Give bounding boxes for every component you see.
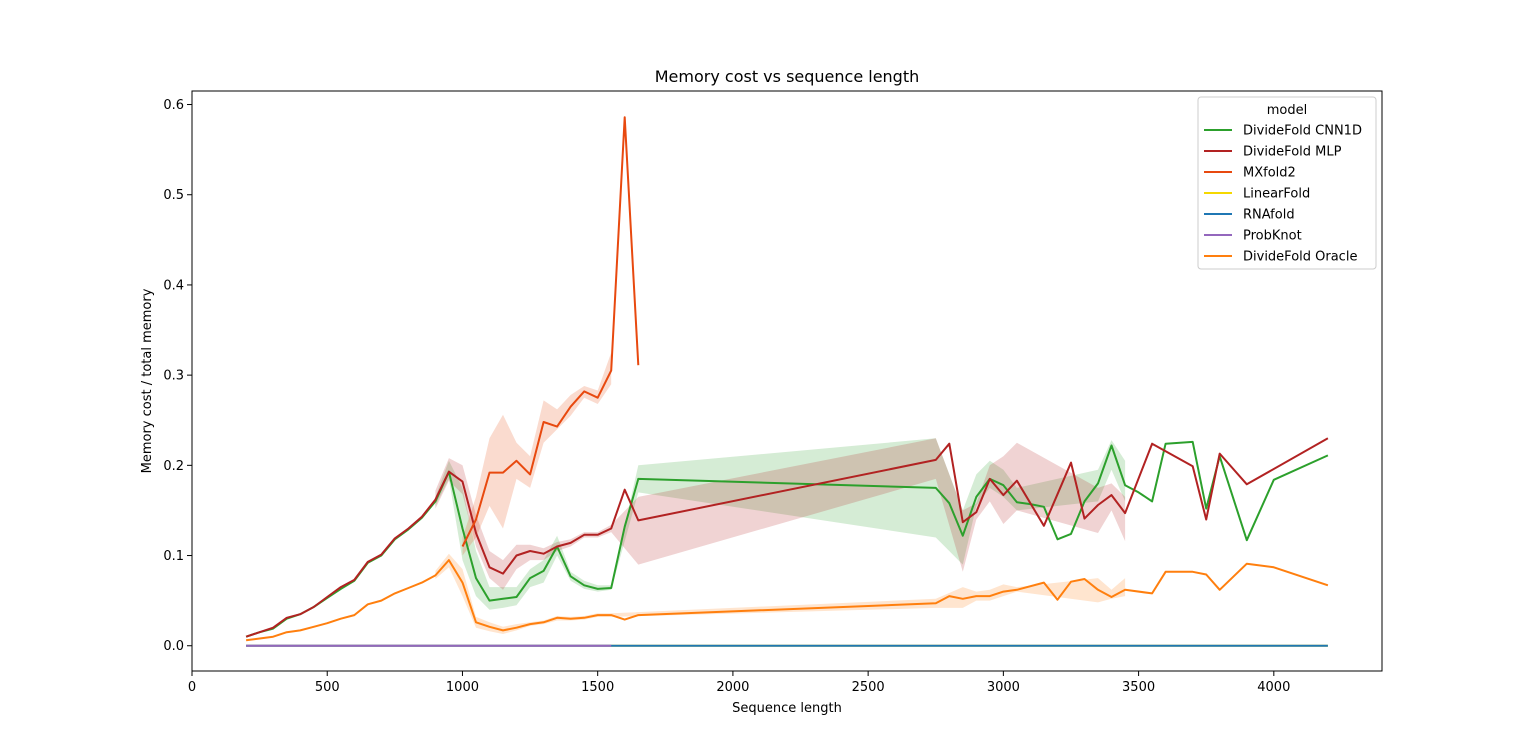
plot-frame: [191, 90, 1383, 672]
x-tick-label: 3500: [1122, 680, 1155, 695]
confidence-bands: [435, 352, 1126, 634]
x-tick-label: 500: [315, 680, 340, 695]
legend-label-dividefold-mlp: DivideFold MLP: [1243, 145, 1342, 160]
x-tick-label: 3000: [987, 680, 1020, 695]
y-tick-label: 0.2: [163, 459, 184, 474]
x-axis-label: Sequence length: [732, 701, 842, 716]
y-tick-label: 0.5: [163, 188, 184, 203]
series-lines: [245, 116, 1329, 647]
legend-label-probknot: ProbKnot: [1243, 229, 1302, 244]
x-axis-ticks: 0 500 1000 1500 2000 2500 3000 3500 4000: [188, 671, 1290, 695]
x-tick-label: 1000: [446, 680, 479, 695]
legend-label-mxfold2: MXfold2: [1243, 166, 1296, 181]
legend-label-linearfold: LinearFold: [1243, 187, 1310, 202]
y-axis-ticks: 0.0 0.1 0.2 0.3 0.4 0.5 0.6: [163, 98, 192, 654]
x-tick-label: 2000: [716, 680, 749, 695]
legend-title: model: [1267, 103, 1307, 118]
y-tick-label: 0.6: [163, 98, 184, 113]
y-axis-label: Memory cost / total memory: [140, 288, 155, 473]
y-tick-label: 0.1: [163, 549, 184, 564]
x-tick-label: 1500: [581, 680, 614, 695]
series-line-mxfold2: [461, 116, 640, 547]
legend-label-dividefold-cnn1d: DivideFold CNN1D: [1243, 124, 1362, 139]
legend-label-rnafold: RNAfold: [1243, 208, 1295, 223]
y-tick-label: 0.4: [163, 278, 184, 293]
series-line-dividefold-oracle: [245, 559, 1329, 642]
x-tick-label: 4000: [1257, 680, 1290, 695]
legend-label-dividefold-oracle: DivideFold Oracle: [1243, 250, 1357, 265]
chart-title: Memory cost vs sequence length: [655, 67, 920, 86]
band-dividefold-oracle: [435, 553, 1126, 634]
legend: model DivideFold CNN1D DivideFold MLP MXfo…: [1197, 96, 1377, 270]
x-tick-label: 0: [188, 680, 196, 695]
legend-box: [1197, 96, 1377, 270]
series-line-dividefold-mlp: [245, 437, 1329, 638]
band-dividefold-mlp: [435, 438, 1126, 590]
y-tick-label: 0.0: [163, 639, 184, 654]
y-tick-label: 0.3: [163, 369, 184, 384]
band-mxfold2: [462, 352, 612, 556]
band-dividefold-cnn1d: [435, 438, 1126, 610]
x-tick-label: 2500: [852, 680, 885, 695]
legend-items: DivideFold CNN1D DivideFold MLP MXfold2 Lin…: [1204, 124, 1362, 265]
